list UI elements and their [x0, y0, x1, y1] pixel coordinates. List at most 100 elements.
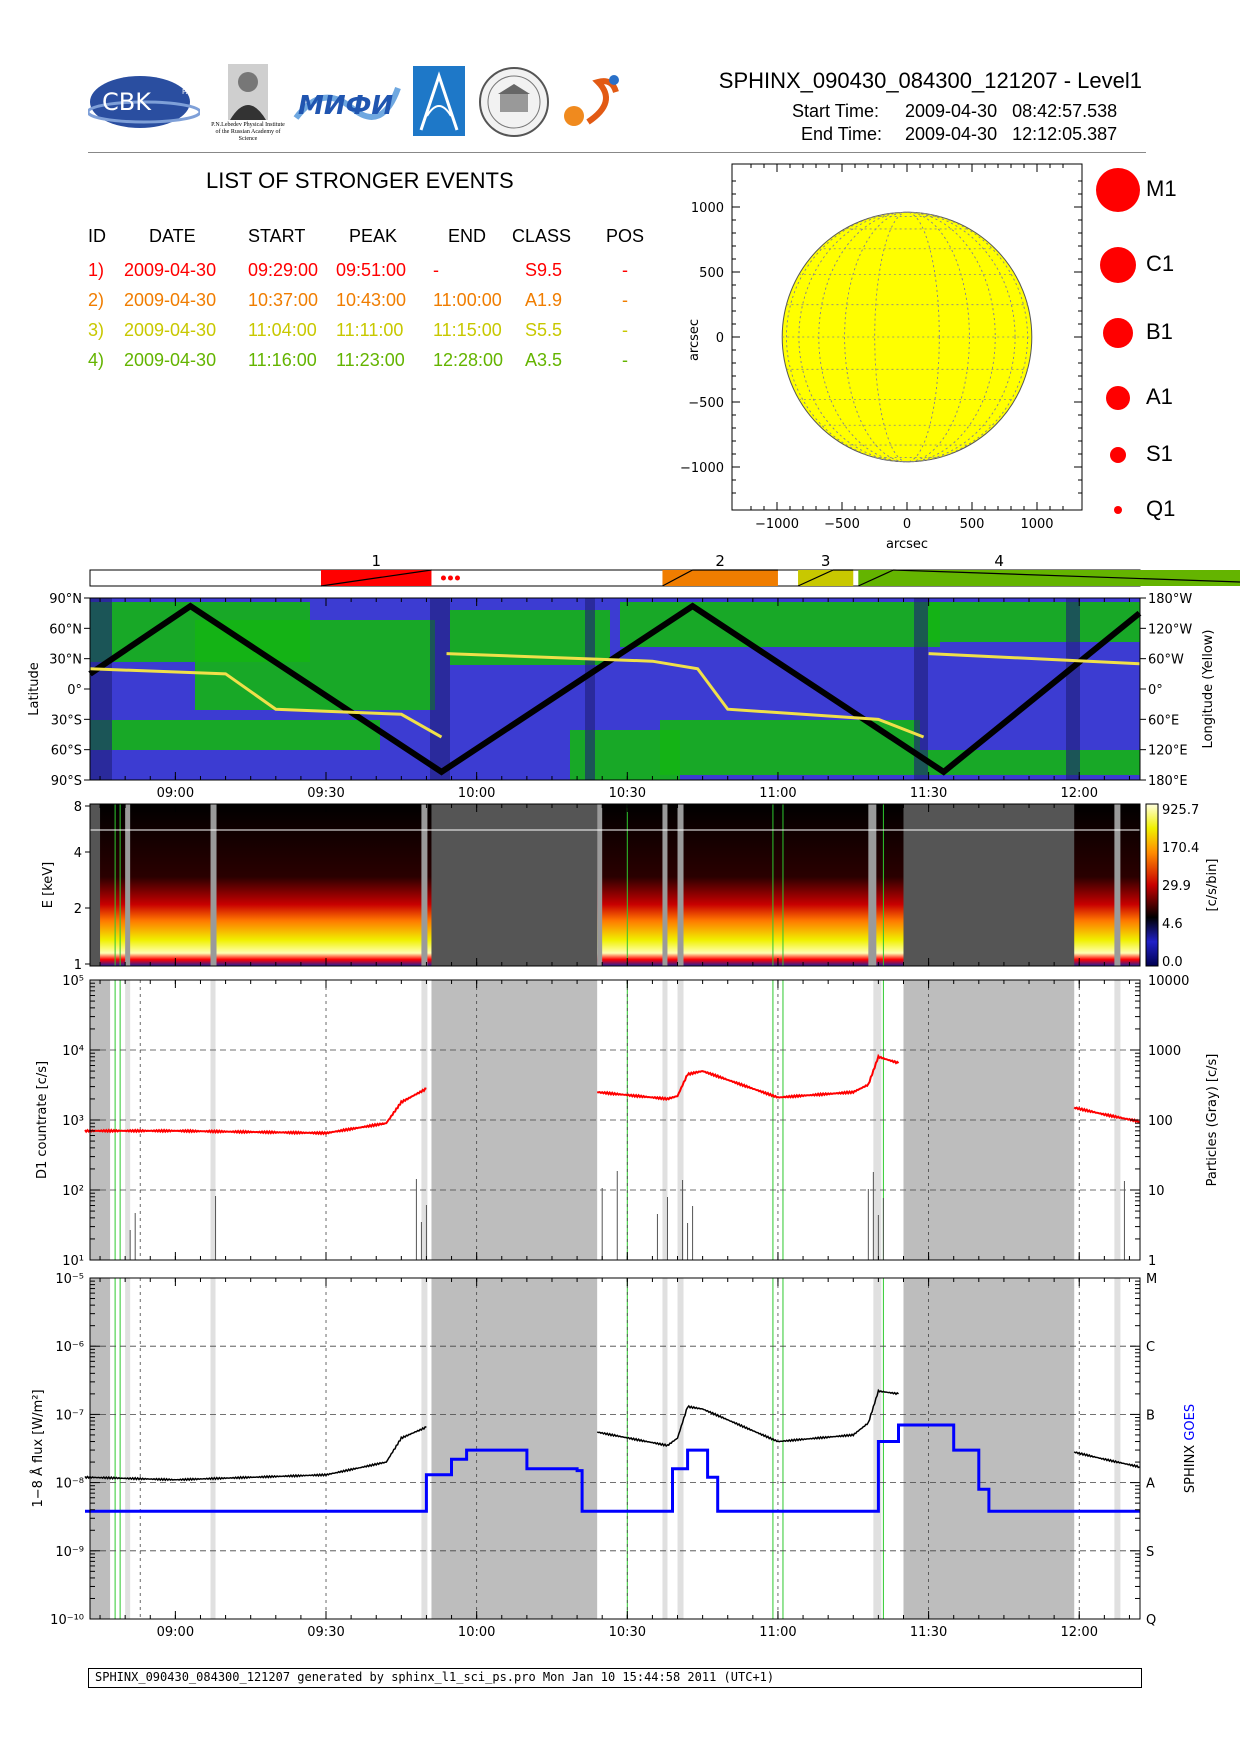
size-legend-label: C1 — [1146, 251, 1175, 276]
event-id: 3) — [88, 320, 105, 340]
sphinx-flux-line — [84, 1426, 427, 1482]
spec-data-block — [1074, 804, 1140, 966]
particle-gap — [421, 1278, 428, 1619]
event-id: 2) — [88, 290, 105, 310]
count-ytick-label: 10¹ — [62, 1254, 84, 1269]
lat-tick-label: 90°S — [51, 774, 82, 789]
count-ytick-right-label: 10000 — [1148, 974, 1189, 989]
portrait-icon — [228, 64, 268, 120]
event-pos: - — [622, 350, 628, 370]
spectrogram-panel: 8 4 2 1 E [keV] 925.7 170.4 29.9 4.6 0.0 [c/s/bin] — [41, 800, 1220, 973]
x-tick-label: 10:30 — [609, 786, 646, 801]
x-tick-label: 10:30 — [609, 1625, 646, 1640]
longitude-track — [446, 652, 925, 739]
spec-gap — [421, 804, 428, 966]
start-time-label: Start Time: — [792, 101, 880, 121]
spec-ytick-label: 2 — [74, 902, 82, 917]
event-date: 2009-04-30 — [124, 350, 217, 370]
count-ytick-right-label: 10 — [1148, 1184, 1165, 1199]
event-bar-label: 4 — [994, 552, 1004, 570]
spec-ytick-label: 4 — [74, 846, 82, 861]
event-peak: 09:51:00 — [336, 260, 407, 280]
colorbar-label: [c/s/bin] — [1205, 859, 1220, 912]
lat-tick-label: 90°N — [49, 592, 82, 607]
swirl-logo — [558, 72, 628, 132]
sun-xtick-label: −1000 — [755, 517, 799, 532]
sun-xtick-label: −500 — [824, 517, 860, 532]
count-ytick-label: 10⁵ — [62, 974, 84, 989]
event-bar-label: 3 — [821, 552, 831, 570]
size-legend-dot — [1096, 168, 1140, 212]
event-start: 10:37:00 — [248, 290, 319, 310]
flux-panel: 10⁻⁵ M 10⁻⁶ C 10⁻⁷ B 10⁻⁸ A 10⁻⁹ S 10⁻¹⁰ Q 1−8 Å flu… — [30, 1272, 1198, 1640]
data-gap — [903, 980, 1075, 1260]
flux-ytick-label: 10⁻⁷ — [55, 1408, 84, 1423]
colorbar-tick-label: 170.4 — [1162, 841, 1199, 856]
particle-gap — [125, 1278, 131, 1619]
flux-frame — [89, 1277, 1141, 1620]
colorbar-tick-label: 4.6 — [1162, 917, 1183, 932]
longitude-line — [786, 211, 1028, 463]
x-tick-label: 12:00 — [1061, 1625, 1098, 1640]
cbk-logo-text: CBK — [102, 88, 152, 116]
start-time-value: 2009-04-30 08:42:57.538 — [905, 101, 1118, 121]
count-ytick-right-label: 1000 — [1148, 1044, 1181, 1059]
count-ytick-label: 10³ — [62, 1114, 84, 1129]
event-bar-segment — [798, 570, 854, 586]
flux-ytick-label: 10⁻⁸ — [55, 1477, 84, 1492]
cbk-logo: CBK PAN — [86, 72, 202, 132]
flux-class-label: C — [1146, 1340, 1155, 1355]
sphinx-flux-line — [596, 1388, 899, 1448]
col-pos: POS — [606, 226, 645, 246]
colorbar-tick-label: 29.9 — [1162, 879, 1191, 894]
col-class: CLASS — [512, 226, 572, 246]
x-tick-label: 10:00 — [458, 1625, 495, 1640]
sun-xtick-label: 500 — [960, 517, 985, 532]
lon-tick-label: 180°E — [1148, 774, 1188, 789]
event-bar-profile — [858, 569, 1240, 587]
countrate-panel: 10⁵ 10000 10⁴ 1000 10³ 100 10² 10 10¹ 1 D1 countra… — [35, 974, 1220, 1269]
lat-tick-label: 0° — [67, 683, 82, 698]
eclipse-band — [430, 598, 450, 780]
sun-ytick-label: 0 — [716, 331, 724, 346]
countrate-line — [84, 1087, 427, 1136]
lon-tick-label: 180°W — [1148, 592, 1192, 607]
event-bar-profile — [662, 569, 778, 587]
orbit-zone — [920, 602, 1140, 642]
flux-ytick-label: 10⁻⁹ — [55, 1545, 84, 1560]
longitude-line — [818, 211, 996, 463]
mifi-logo: МИФИ — [292, 78, 402, 128]
event-class: S9.5 — [525, 260, 563, 280]
particle-gap — [662, 1278, 668, 1619]
col-id: ID — [88, 226, 106, 246]
arc-logo-icon — [413, 66, 465, 136]
seal-logo — [478, 66, 550, 138]
col-end: END — [448, 226, 487, 246]
event-peak: 11:11:00 — [336, 320, 404, 340]
event-pos: - — [622, 290, 628, 310]
x-tick-label: 11:00 — [759, 1625, 796, 1640]
event-pos: - — [622, 260, 628, 280]
sphinx-flux-line — [1073, 1451, 1140, 1469]
colorbar-tick-label: 925.7 — [1162, 803, 1199, 818]
flux-ylabel-goes: GOES — [1183, 1404, 1198, 1441]
event-marker-dot — [447, 575, 453, 581]
flux-ylabel: 1−8 Å flux [W/m²] — [30, 1389, 46, 1507]
size-legend-dot — [1106, 386, 1130, 410]
lebedev-logo: P.N.Lebedev Physical Institute of the Ru… — [208, 62, 288, 146]
orbit-zone — [90, 720, 380, 750]
event-marker-dot — [454, 575, 460, 581]
longitude-line — [874, 211, 940, 463]
lat-tick-label: 60°S — [51, 744, 82, 759]
spec-gap — [868, 804, 877, 966]
logos: CBK PAN P.N.Lebedev Physical Institute o… — [86, 62, 648, 146]
countrate-line — [1073, 1106, 1140, 1124]
size-legend-dot — [1103, 318, 1133, 348]
institute-logo — [413, 66, 465, 136]
event-end: 11:00:00 — [433, 290, 502, 310]
event-class: A3.5 — [525, 350, 563, 370]
x-tick-label: 11:30 — [910, 786, 947, 801]
size-legend-dot — [1100, 247, 1136, 283]
event-bar-label: 2 — [715, 552, 725, 570]
eclipse-band — [585, 598, 595, 780]
